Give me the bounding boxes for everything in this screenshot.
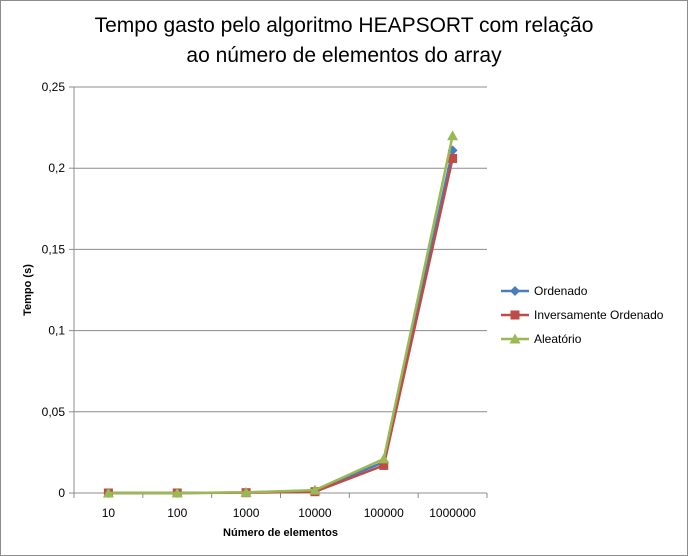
x-tick-label: 100000 (364, 506, 404, 520)
data-point (102, 487, 114, 498)
legend-item: Ordenado (501, 284, 588, 298)
y-tick-label: 0,1 (48, 324, 65, 338)
series-square (103, 153, 458, 498)
y-tick-label: 0,15 (42, 242, 66, 256)
series-lines (102, 130, 459, 498)
x-tick-labels: 10 100 1000 10000 100000 1000000 (102, 506, 477, 520)
series-diamond (103, 145, 458, 498)
axes (69, 86, 488, 498)
y-tick-label: 0,05 (42, 405, 66, 419)
legend-label: Inversamente Ordenado (534, 308, 664, 322)
x-tick-label: 100 (167, 506, 187, 520)
series-line (108, 135, 454, 495)
legend-label: Aleatório (534, 332, 582, 346)
x-tick-label: 10 (102, 506, 116, 520)
legend: Ordenado Inversamente Ordenado Aleatório (501, 284, 664, 346)
x-tick-label: 10000 (298, 506, 332, 520)
chart-title-line-2: ao número de elementos do array (186, 44, 502, 67)
legend-item: Aleatório (501, 332, 582, 346)
y-tick-labels: 0 0,05 0,1 0,15 0,2 0,25 (42, 80, 66, 500)
y-tick-label: 0,2 (48, 161, 65, 175)
data-point (379, 460, 389, 470)
x-axis-title: Número de elementos (223, 527, 338, 539)
legend-item: Inversamente Ordenado (501, 308, 664, 322)
data-point (309, 484, 321, 495)
legend-marker (509, 333, 521, 344)
data-point (378, 453, 390, 464)
y-tick-label: 0 (58, 486, 65, 500)
data-point (447, 130, 459, 141)
chart-title: Tempo gasto pelo algoritmo HEAPSORT com … (1, 11, 687, 71)
series-line (108, 158, 454, 495)
data-point (171, 487, 183, 498)
x-tick-label: 1000 (233, 506, 260, 520)
series-line (108, 150, 454, 495)
data-point (448, 153, 458, 163)
gridlines (74, 86, 487, 413)
chart-title-line-1: Tempo gasto pelo algoritmo HEAPSORT com … (94, 14, 594, 37)
y-tick-label: 0,25 (42, 80, 66, 94)
legend-marker (510, 286, 520, 296)
series-triangle (102, 130, 459, 498)
legend-label: Ordenado (534, 284, 588, 298)
x-tick-label: 1000000 (429, 506, 476, 520)
legend-marker (510, 310, 520, 320)
data-point (240, 486, 252, 497)
y-axis-title: Tempo (s) (22, 264, 34, 316)
